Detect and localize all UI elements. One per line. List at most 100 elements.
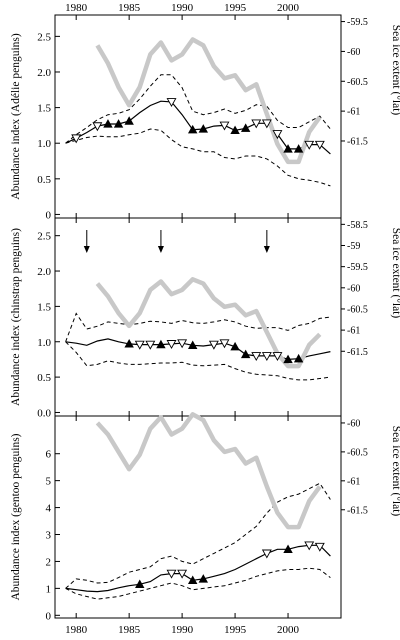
estimate-line — [65, 338, 331, 361]
y2-tick-label: -58.5 — [347, 220, 368, 231]
y-axis-title: Abundance index (gentoo penguins) — [10, 433, 22, 600]
x-tick-label: 1995 — [224, 624, 247, 636]
y-tick-label: 2.0 — [37, 67, 51, 79]
lower-bound-line — [65, 128, 331, 187]
x-tick-label-top: 1990 — [171, 2, 194, 14]
marker-triangle-up — [198, 124, 209, 133]
x-tick-label: 2000 — [277, 624, 300, 636]
y-tick-label: 2.5 — [37, 231, 51, 243]
marker-triangle-down — [145, 340, 156, 350]
panel-adelie: 0 0.5 1.0 1.5 2.0 2.5 -59.5 -60 -60.5 -61 -61.5 198… — [10, 2, 400, 221]
y2-tick-label: -60.5 — [347, 77, 368, 88]
y-tick-label: 0 — [46, 209, 52, 221]
sea-ice-line — [95, 277, 322, 369]
marker-triangle-up — [283, 544, 293, 553]
marker-triangle-up — [240, 123, 251, 132]
y-tick-label: 1.0 — [37, 337, 51, 349]
y2-tick-label: -60 — [347, 418, 360, 429]
marker-triangle-down — [92, 122, 103, 132]
arrow-head — [83, 246, 90, 253]
marker-triangle-up — [124, 339, 134, 348]
marker-triangle-down — [314, 140, 325, 150]
panel-chinstrap: 0.0 0.5 1.0 1.5 2.0 2.5 -58.5 -59 -59.5 -60 -60.5 -… — [10, 217, 400, 419]
marker-triangle-up — [198, 574, 209, 583]
y-axis-title: Abundance index (Adélie penguins) — [10, 33, 22, 200]
y-axis-title: Abundance index (chinstrap penguins) — [10, 228, 22, 406]
y2-tick-label: -60 — [347, 283, 360, 294]
marker-triangle-up — [103, 119, 113, 128]
y-tick-label: 2 — [46, 556, 52, 568]
x-tick-label-top: 1985 — [118, 2, 141, 14]
marker-triangle-down — [166, 98, 177, 108]
y-tick-label: 6 — [46, 449, 52, 461]
y-tick-label: 0 — [46, 610, 52, 622]
marker-triangle-up — [187, 575, 198, 584]
upper-bound-line — [65, 74, 331, 144]
y2-tick-label: -60 — [347, 47, 360, 58]
y-tick-label: 0.5 — [37, 174, 51, 186]
y-tick-label: 0.5 — [37, 372, 51, 384]
marker-triangle-down — [166, 569, 177, 579]
sea-ice-line — [95, 37, 322, 165]
marker-triangle-up — [187, 124, 198, 134]
y2-tick-label: -61 — [347, 107, 360, 118]
y2-tick-label: -61 — [347, 476, 360, 487]
marker-triangle-down — [251, 352, 262, 362]
marker-triangle-up — [135, 579, 145, 588]
lower-bound-line — [65, 567, 331, 600]
x-tick-label: 1980 — [65, 624, 88, 636]
x-tick-label-top: 1995 — [224, 2, 247, 14]
y2-tick-label: -61.5 — [347, 347, 368, 358]
sea-ice-line — [95, 412, 322, 530]
x-tick-label-top: 2000 — [277, 2, 300, 14]
plot-frame — [54, 217, 342, 417]
marker-triangle-down — [251, 119, 262, 129]
marker-triangle-down — [304, 541, 315, 551]
upper-bound-line — [65, 312, 331, 342]
y-tick-label: 5 — [46, 476, 52, 488]
y-tick-label: 1.5 — [37, 301, 51, 313]
marker-triangle-down — [272, 130, 283, 140]
marker-triangle-down — [71, 134, 82, 144]
marker-triangle-down — [208, 340, 219, 350]
y2-axis-title: Sea ice extent (°lat) — [390, 228, 400, 319]
x-tick-label: 1985 — [118, 624, 141, 636]
y2-tick-label: -61.5 — [347, 505, 368, 516]
marker-triangle-down — [314, 542, 325, 552]
arrow-head — [263, 246, 270, 253]
marker-triangle-down — [261, 352, 272, 362]
marker-triangle-down — [219, 339, 230, 349]
y2-axis-title: Sea ice extent (°lat) — [390, 426, 400, 517]
marker-triangle-down — [261, 119, 272, 129]
marker-triangle-up — [293, 353, 304, 363]
upper-bound-line — [65, 482, 331, 589]
y2-tick-label: -60.5 — [347, 304, 368, 315]
arrow-head — [157, 246, 164, 253]
marker-triangle-down — [219, 121, 230, 131]
y2-tick-label: -61.5 — [347, 136, 368, 147]
y-tick-label: 2.5 — [37, 31, 51, 43]
x-tick-label-top: 1980 — [65, 2, 88, 14]
y2-tick-label: -60.5 — [347, 447, 368, 458]
y2-tick-label: -61 — [347, 326, 360, 337]
y-tick-label: 1.0 — [37, 138, 51, 150]
marker-triangle-up — [113, 119, 124, 128]
y-tick-label: 2.0 — [37, 266, 51, 278]
x-tick-label: 1990 — [171, 624, 194, 636]
y-tick-label: 1 — [46, 583, 52, 595]
marker-triangle-up — [283, 354, 293, 364]
lower-bound-line — [65, 341, 331, 381]
marker-triangle-up — [283, 144, 293, 153]
panel-gentoo: 0 1 2 3 4 5 6 -60 -60.5 -61 -61.5 1980 1985 1990 1995 2… — [10, 412, 400, 636]
y-tick-label: 3 — [46, 530, 52, 542]
marker-triangle-up — [187, 340, 198, 349]
y-tick-label: 0.0 — [37, 407, 51, 419]
y-tick-label: 4 — [46, 503, 52, 515]
marker-triangle-down — [177, 339, 188, 349]
marker-triangle-down — [166, 340, 177, 349]
y2-tick-label: -59.5 — [347, 262, 368, 273]
marker-triangle-down — [261, 549, 272, 559]
marker-triangle-up — [230, 125, 240, 135]
y2-tick-label: -59 — [347, 241, 360, 252]
